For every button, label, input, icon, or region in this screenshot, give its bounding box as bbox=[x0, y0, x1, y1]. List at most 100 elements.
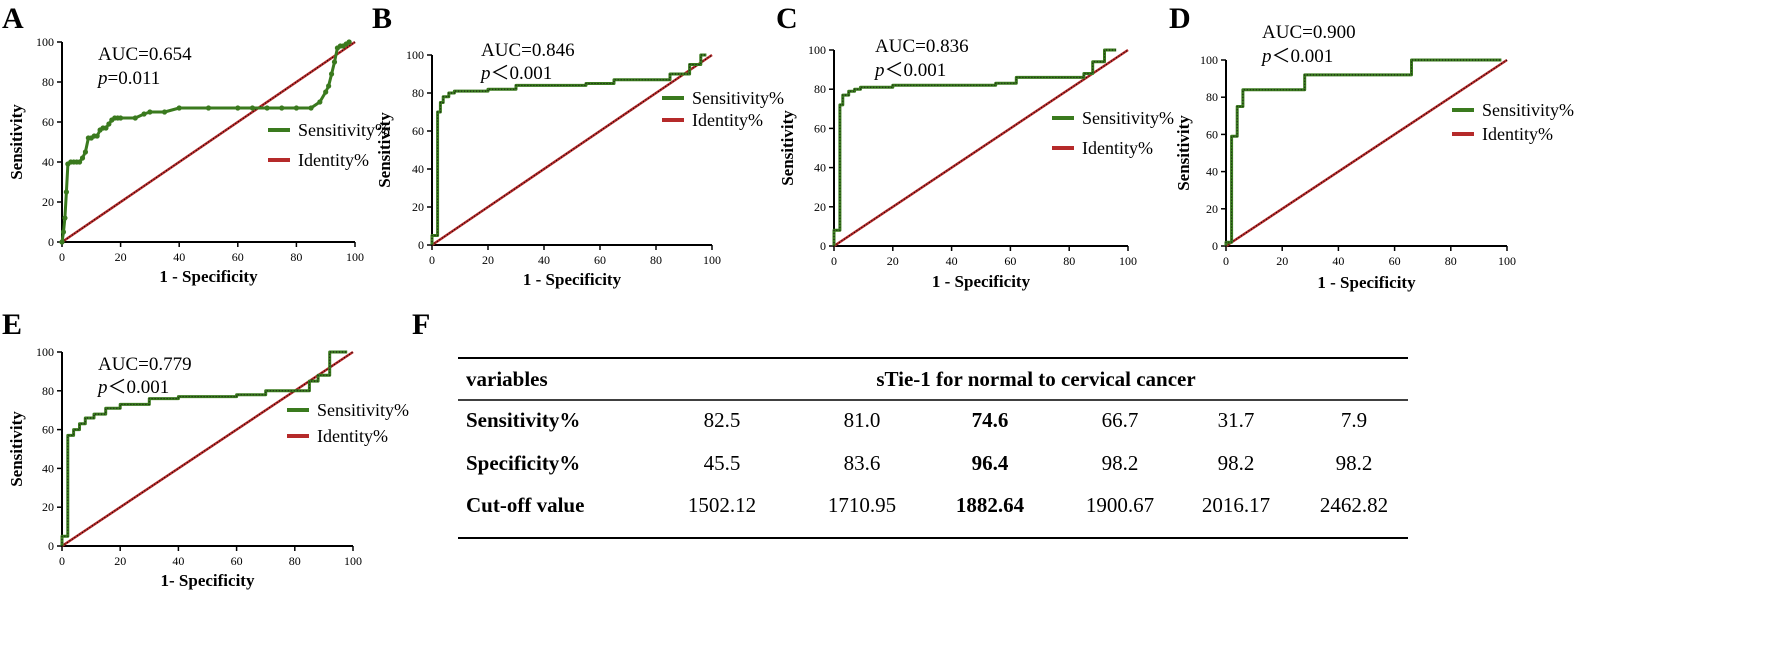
table-cell: 31.7 bbox=[1218, 408, 1255, 432]
legend-label-sensitivity: Sensitivity% bbox=[1482, 100, 1574, 120]
sensitivity-point bbox=[264, 105, 270, 111]
y-axis-title: Sensitivity bbox=[778, 110, 797, 186]
x-tick-label: 80 bbox=[290, 250, 302, 264]
x-tick-label: 100 bbox=[1119, 254, 1137, 268]
sensitivity-curve-dots bbox=[1225, 59, 1502, 246]
sensitivity-point bbox=[346, 39, 352, 45]
p-value-label: p＜0.001 bbox=[873, 60, 946, 81]
p-value-symbol: p bbox=[479, 63, 491, 84]
x-tick-label: 0 bbox=[59, 554, 65, 568]
legend-label-identity: Identity% bbox=[317, 426, 388, 446]
p-value-symbol: p bbox=[96, 377, 108, 398]
x-axis-title: 1 - Specificity bbox=[932, 272, 1031, 291]
x-tick-label: 60 bbox=[231, 554, 243, 568]
identity-line-dots bbox=[1225, 59, 1508, 247]
auc-label: AUC=0.654 bbox=[98, 44, 192, 65]
legend-label-sensitivity: Sensitivity% bbox=[298, 120, 390, 140]
table-cell: 74.6 bbox=[972, 408, 1009, 432]
y-tick-label: 0 bbox=[48, 235, 54, 249]
table-cell: 2016.17 bbox=[1202, 493, 1270, 517]
p-value-text: ＜0.001 bbox=[491, 63, 553, 84]
table-cell: 45.5 bbox=[704, 451, 741, 475]
sensitivity-point bbox=[308, 105, 314, 111]
sensitivity-point bbox=[235, 105, 241, 111]
y-tick-label: 40 bbox=[42, 155, 54, 169]
sensitivity-point bbox=[59, 239, 65, 245]
y-tick-label: 20 bbox=[412, 200, 424, 214]
x-tick-label: 0 bbox=[831, 254, 837, 268]
y-tick-label: 40 bbox=[814, 161, 826, 175]
x-axis-title: 1- Specificity bbox=[161, 571, 255, 590]
sensitivity-point bbox=[76, 159, 83, 165]
y-tick-label: 60 bbox=[1206, 127, 1218, 141]
roc-panel-d: D 0 20 40 60 80 100 0 20 40 60 80 100 Sensitivity 1 - … bbox=[1169, 2, 1574, 292]
x-tick-label: 60 bbox=[594, 253, 606, 267]
table-cell: 83.6 bbox=[844, 451, 881, 475]
y-tick-label: 80 bbox=[1206, 90, 1218, 104]
x-tick-label: 80 bbox=[1445, 254, 1457, 268]
table-row-label: Sensitivity% bbox=[466, 408, 580, 432]
y-tick-label: 80 bbox=[42, 384, 54, 398]
sensitivity-point bbox=[328, 71, 335, 77]
identity-line-dots bbox=[61, 351, 354, 547]
sensitivity-point bbox=[63, 189, 69, 195]
y-tick-label: 60 bbox=[42, 423, 54, 437]
x-tick-label: 80 bbox=[650, 253, 662, 267]
x-tick-label: 40 bbox=[946, 254, 958, 268]
roc-panel-e: E 0 20 40 60 80 100 0 20 40 60 80 100 Sensitivity 1- S… bbox=[2, 308, 409, 590]
x-tick-label: 0 bbox=[429, 253, 435, 267]
x-tick-label: 100 bbox=[703, 253, 721, 267]
sensitivity-curve bbox=[832, 48, 1117, 246]
x-tick-label: 60 bbox=[232, 250, 244, 264]
table-row-label: Cut-off value bbox=[466, 493, 584, 517]
sensitivity-point bbox=[141, 111, 147, 117]
p-value-symbol: p bbox=[96, 68, 108, 89]
table-cell: 82.5 bbox=[704, 408, 741, 432]
x-tick-label: 20 bbox=[1276, 254, 1288, 268]
roc-panel-a: A 0 20 40 60 80 100 0 20 40 60 80 100 Sensitivity 1 - … bbox=[2, 2, 390, 286]
table-cell: 98.2 bbox=[1218, 451, 1255, 475]
x-tick-label: 20 bbox=[887, 254, 899, 268]
table-header-group: sTie-1 for normal to cervical cancer bbox=[876, 367, 1195, 391]
legend-label-identity: Identity% bbox=[298, 150, 369, 170]
p-value-text: ＜0.001 bbox=[1272, 46, 1334, 67]
panel-letter-d: D bbox=[1169, 2, 1191, 35]
y-axis-title: Sensitivity bbox=[7, 104, 26, 180]
y-tick-label: 20 bbox=[42, 195, 54, 209]
table-cell: 66.7 bbox=[1102, 408, 1139, 432]
legend-label-sensitivity: Sensitivity% bbox=[317, 400, 409, 420]
y-tick-label: 0 bbox=[48, 539, 54, 553]
sensitivity-point bbox=[94, 133, 100, 139]
y-tick-label: 60 bbox=[412, 124, 424, 138]
y-tick-label: 100 bbox=[1200, 53, 1218, 67]
sensitivity-point bbox=[82, 149, 89, 155]
sensitivity-point bbox=[60, 229, 67, 235]
p-value-text: =0.011 bbox=[108, 68, 161, 89]
sensitivity-point bbox=[279, 105, 285, 111]
table-row-label: Specificity% bbox=[466, 451, 580, 475]
sensitivity-point bbox=[62, 215, 68, 221]
x-tick-label: 100 bbox=[344, 554, 362, 568]
y-tick-label: 60 bbox=[42, 115, 54, 129]
x-axis-title: 1 - Specificity bbox=[159, 267, 258, 286]
sensitivity-point bbox=[317, 99, 323, 105]
table-cell: 1710.95 bbox=[828, 493, 896, 517]
p-value-text: ＜0.001 bbox=[108, 377, 170, 398]
x-tick-label: 60 bbox=[1004, 254, 1016, 268]
y-tick-label: 80 bbox=[814, 82, 826, 96]
y-tick-label: 20 bbox=[1206, 202, 1218, 216]
x-axis-title: 1 - Specificity bbox=[1317, 273, 1416, 292]
panel-letter-c: C bbox=[776, 2, 798, 35]
panel-letter-e: E bbox=[2, 308, 22, 341]
p-value-label: p＜0.001 bbox=[96, 377, 169, 398]
table-cell: 1900.67 bbox=[1086, 493, 1154, 517]
y-tick-label: 60 bbox=[814, 121, 826, 135]
x-tick-label: 40 bbox=[173, 250, 185, 264]
auc-label: AUC=0.846 bbox=[481, 40, 575, 61]
y-axis-title: Sensitivity bbox=[1174, 115, 1193, 191]
p-value-label: p＜0.001 bbox=[1260, 46, 1333, 67]
sensitivity-point bbox=[326, 83, 332, 89]
sensitivity-point bbox=[132, 115, 138, 121]
auc-label: AUC=0.779 bbox=[98, 354, 192, 375]
table-cell: 96.4 bbox=[972, 451, 1009, 475]
